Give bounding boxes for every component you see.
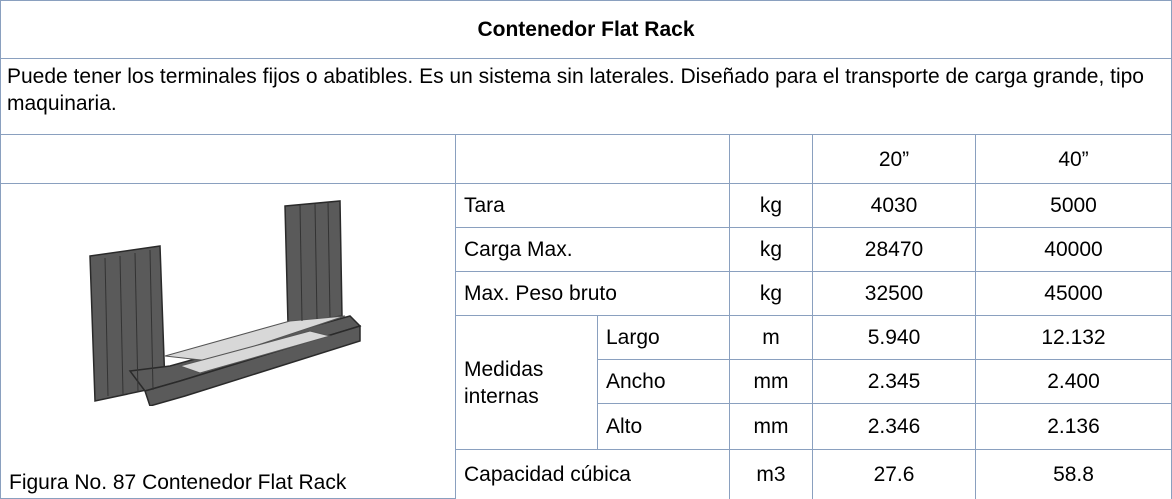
title: Contenedor Flat Rack bbox=[0, 0, 1172, 59]
unit: mm bbox=[729, 359, 813, 404]
value: 2.136 bbox=[975, 403, 1172, 450]
unit: kg bbox=[729, 271, 813, 316]
unit: kg bbox=[729, 227, 813, 272]
value: 5000 bbox=[975, 183, 1172, 228]
value: 2.400 bbox=[975, 359, 1172, 404]
value: 28470 bbox=[812, 227, 976, 272]
flat-rack-image bbox=[89, 200, 362, 406]
row-label: Largo bbox=[597, 315, 730, 360]
figure-caption: Figura No. 87 Contenedor Flat Rack bbox=[9, 471, 347, 494]
value: 12.132 bbox=[975, 315, 1172, 360]
empty-cell bbox=[455, 134, 730, 184]
value: 40000 bbox=[975, 227, 1172, 272]
value: 27.6 bbox=[812, 449, 976, 499]
column-header: 20” bbox=[812, 134, 976, 184]
group-label: Medidas internas bbox=[455, 315, 598, 450]
value: 5.940 bbox=[812, 315, 976, 360]
empty-cell bbox=[729, 134, 813, 184]
value: 45000 bbox=[975, 271, 1172, 316]
row-label: Alto bbox=[597, 403, 730, 450]
unit: m bbox=[729, 315, 813, 360]
row-label: Carga Max. bbox=[455, 227, 730, 272]
unit: kg bbox=[729, 183, 813, 228]
value: 32500 bbox=[812, 271, 976, 316]
row-label: Ancho bbox=[597, 359, 730, 404]
row-label: Max. Peso bruto bbox=[455, 271, 730, 316]
row-label: Capacidad cúbica bbox=[455, 449, 730, 499]
empty-cell bbox=[0, 134, 456, 184]
value: 2.346 bbox=[812, 403, 976, 450]
column-header: 40” bbox=[975, 134, 1172, 184]
row-label: Tara bbox=[455, 183, 730, 228]
unit: m3 bbox=[729, 449, 813, 499]
value: 2.345 bbox=[812, 359, 976, 404]
unit: mm bbox=[729, 403, 813, 450]
description: Puede tener los terminales fijos o abati… bbox=[0, 58, 1172, 135]
value: 58.8 bbox=[975, 449, 1172, 499]
value: 4030 bbox=[812, 183, 976, 228]
